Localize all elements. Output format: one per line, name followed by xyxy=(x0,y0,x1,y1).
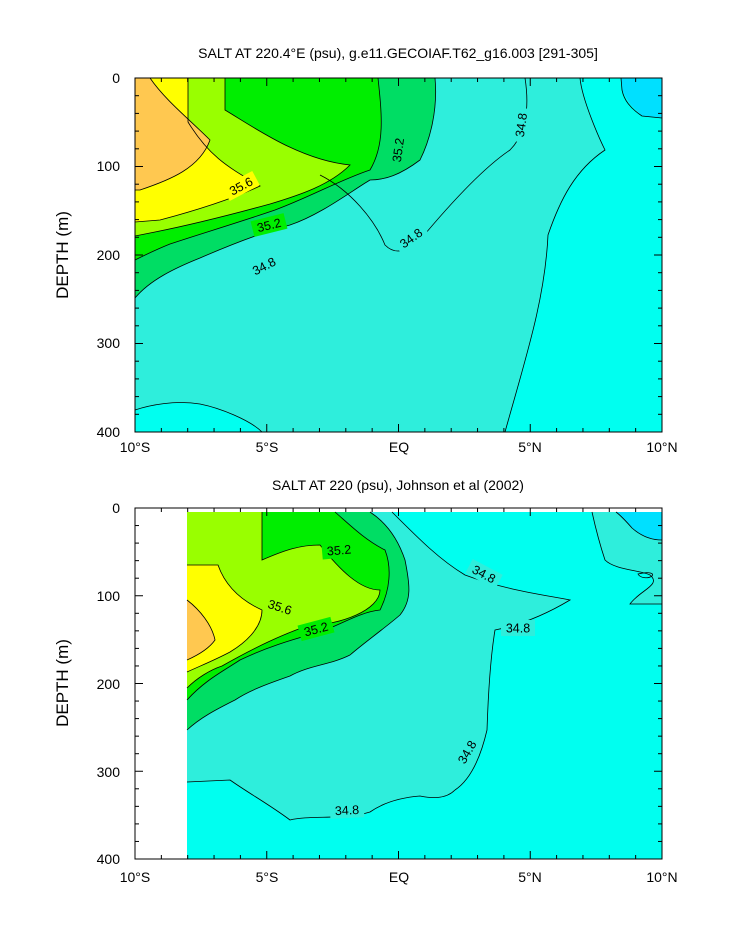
top-filled-contours xyxy=(135,78,662,432)
top-x-tick-label: 10°N xyxy=(646,439,677,455)
bottom-y-tick-label: 300 xyxy=(97,764,121,780)
bottom-contour-line xyxy=(186,511,410,731)
bottom-y-tick-label: 400 xyxy=(97,851,121,867)
svg-text:35.2: 35.2 xyxy=(303,620,330,640)
bottom-region-fresh xyxy=(616,512,662,540)
top-contour-line xyxy=(620,77,663,119)
bottom-y-tick-label: 200 xyxy=(97,676,121,692)
bottom-contour-line xyxy=(186,512,381,689)
top-contour-line xyxy=(134,78,261,223)
top-chart: SALT AT 220.4°E (psu), g.e11.GECOIAF.T62… xyxy=(53,45,678,455)
top-x-tick-label: 5°S xyxy=(256,439,279,455)
svg-text:35.2: 35.2 xyxy=(256,216,283,235)
top-contour-line xyxy=(135,77,211,191)
bottom-contour-line xyxy=(186,564,263,673)
bottom-contour-labels: 35.2 34.8 35.6 34.8 35.2 34.8 xyxy=(261,540,535,819)
bottom-contour-lines xyxy=(186,511,663,821)
top-y-tick-label: 200 xyxy=(97,247,121,263)
top-y-tick-label: 400 xyxy=(97,424,121,440)
bottom-contour-label: 35.2 xyxy=(321,540,357,560)
top-chart-title: SALT AT 220.4°E (psu), g.e11.GECOIAF.T62… xyxy=(198,45,598,61)
top-contour-line xyxy=(504,77,606,433)
top-contour-line xyxy=(134,402,263,433)
bottom-x-tick-label: 10°N xyxy=(646,869,677,885)
bottom-filled-contours xyxy=(187,512,662,859)
svg-text:34.8: 34.8 xyxy=(506,622,530,636)
svg-text:35.2: 35.2 xyxy=(326,542,352,558)
top-axis-ticks xyxy=(134,77,663,433)
top-y-tick-label: 300 xyxy=(97,335,121,351)
bottom-contour-line xyxy=(186,511,390,701)
svg-text:35.2: 35.2 xyxy=(390,137,407,163)
bottom-axis-ticks xyxy=(134,507,663,860)
bottom-y-tick-label: 100 xyxy=(97,588,121,604)
svg-text:34.8: 34.8 xyxy=(513,112,530,138)
bottom-contour-line xyxy=(591,511,662,605)
top-contour-label: 35.2 xyxy=(387,132,409,168)
svg-text:34.8: 34.8 xyxy=(335,803,360,818)
bottom-contour-label: 34.8 xyxy=(501,620,535,636)
bottom-chart: SALT AT 220 (psu), Johnson et al (2002) xyxy=(53,477,678,885)
top-region-fresh xyxy=(621,78,662,118)
top-contour-line xyxy=(134,77,436,299)
bottom-axes: 10°S 5°S EQ 5°N 10°N 0 100 200 300 400 D… xyxy=(53,500,678,885)
bottom-x-tick-label: EQ xyxy=(389,869,409,885)
top-contour-label: 34.8 xyxy=(510,107,532,143)
bottom-region-35_8 xyxy=(187,600,215,660)
bottom-contour-label: 34.8 xyxy=(329,801,365,819)
top-contour-line xyxy=(134,78,351,237)
bottom-contour-label: 35.6 xyxy=(261,594,299,620)
top-y-tick-label: 0 xyxy=(112,70,120,86)
bottom-x-tick-label: 10°S xyxy=(120,869,151,885)
top-y-tick-label: 100 xyxy=(97,158,121,174)
bottom-x-tick-label: 5°S xyxy=(256,869,279,885)
bottom-contour-line xyxy=(186,599,216,661)
top-x-tick-label: 10°S xyxy=(120,439,151,455)
bottom-contour-label: 35.2 xyxy=(297,616,335,642)
bottom-contour-line xyxy=(186,511,572,821)
top-contour-label: 35.2 xyxy=(250,213,288,237)
bottom-x-tick-label: 5°N xyxy=(518,869,542,885)
bottom-y-axis-label: DEPTH (m) xyxy=(53,639,72,727)
top-x-tick-label: EQ xyxy=(389,439,409,455)
bottom-contour-line xyxy=(615,511,663,541)
bottom-chart-title: SALT AT 220 (psu), Johnson et al (2002) xyxy=(272,477,524,493)
top-y-axis-label: DEPTH (m) xyxy=(53,211,72,299)
bottom-y-tick-label: 0 xyxy=(112,500,120,516)
top-contour-line xyxy=(134,77,382,261)
bottom-contour-line xyxy=(637,572,653,579)
top-region-35_8 xyxy=(135,78,210,190)
top-x-tick-label: 5°N xyxy=(518,439,542,455)
top-axes: 10°S 5°S EQ 5°N 10°N 0 100 200 300 400 D… xyxy=(53,70,678,455)
